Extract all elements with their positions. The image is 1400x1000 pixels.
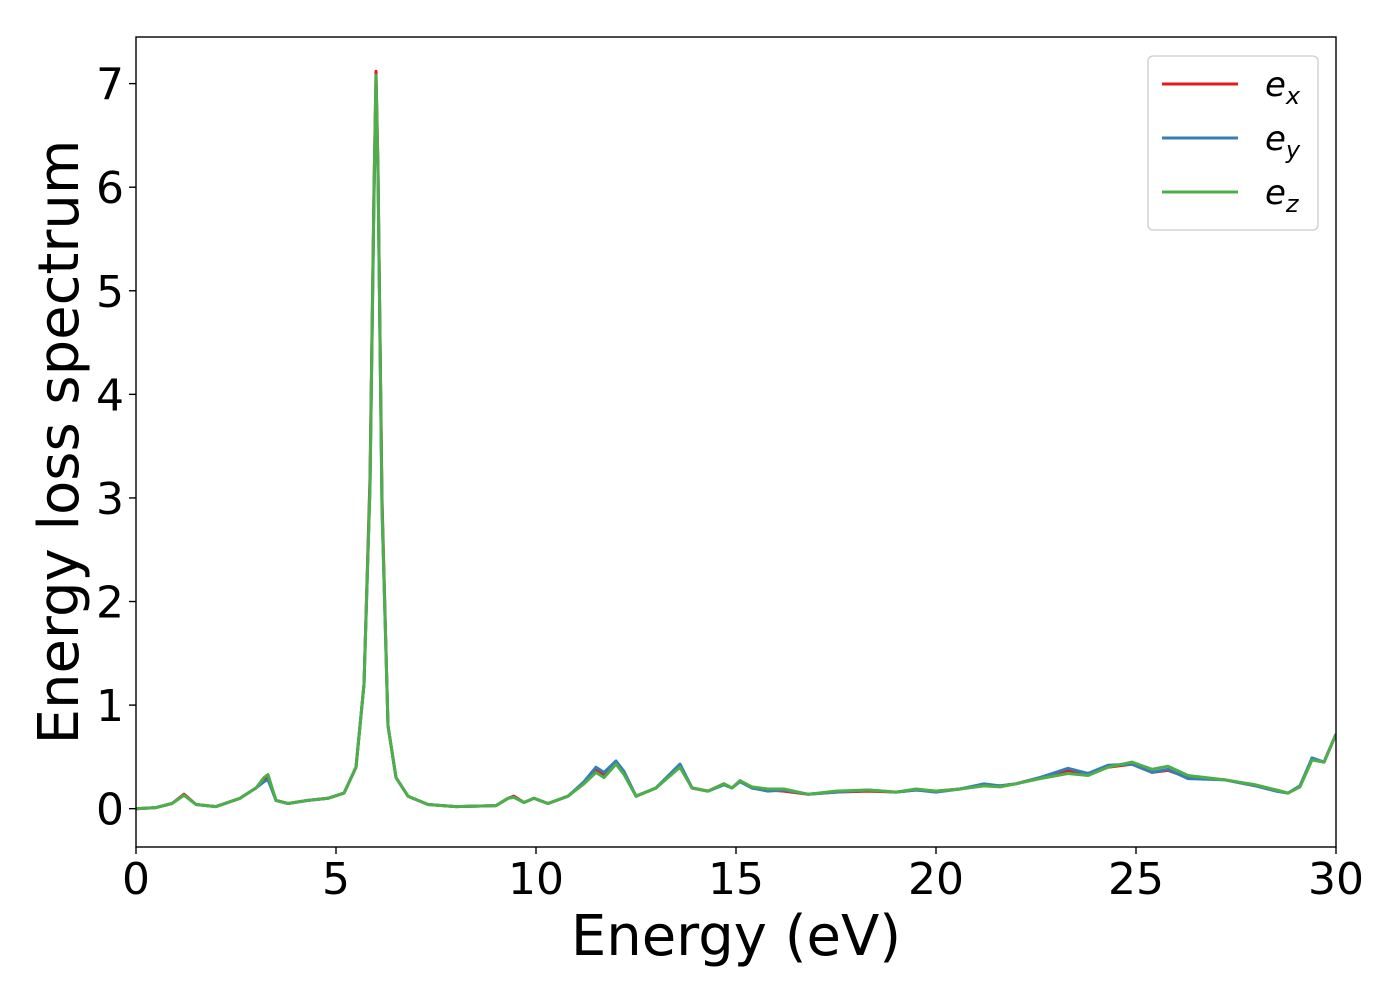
ticks-layer: 0 5 10 15 20 25 30 0 1 2 3 4 5 6 7 — [96, 60, 1364, 905]
x-tick-label: 20 — [908, 854, 964, 905]
y-tick-label: 6 — [96, 163, 124, 214]
x-tick-label: 25 — [1108, 854, 1164, 905]
legend: ex ey ez — [1147, 55, 1319, 231]
series-line-ez — [136, 73, 1336, 811]
legend-label-ey: ey — [1265, 119, 1301, 164]
y-tick-label: 0 — [96, 785, 124, 836]
x-tick-label: 0 — [122, 854, 150, 905]
x-tick-label: 10 — [508, 854, 564, 905]
y-tick-label: 7 — [96, 60, 124, 111]
x-tick-label: 30 — [1308, 854, 1364, 905]
x-axis-title: Energy (eV) — [571, 904, 901, 969]
x-tick-label: 15 — [708, 854, 764, 905]
y-tick-label: 1 — [96, 681, 124, 732]
y-axis-title: Energy loss spectrum — [27, 140, 92, 745]
y-tick-label: 2 — [96, 578, 124, 629]
y-tick-label: 3 — [96, 474, 124, 525]
y-tick-label: 4 — [96, 370, 124, 421]
legend-label-ex: ex — [1265, 65, 1301, 110]
legend-label-ez: ez — [1265, 173, 1300, 218]
legend-box — [1147, 55, 1319, 231]
y-tick-label: 5 — [96, 267, 124, 318]
series-layer — [136, 69, 1336, 811]
legend-items: ex ey ez — [1162, 65, 1301, 218]
x-tick-label: 5 — [322, 854, 350, 905]
